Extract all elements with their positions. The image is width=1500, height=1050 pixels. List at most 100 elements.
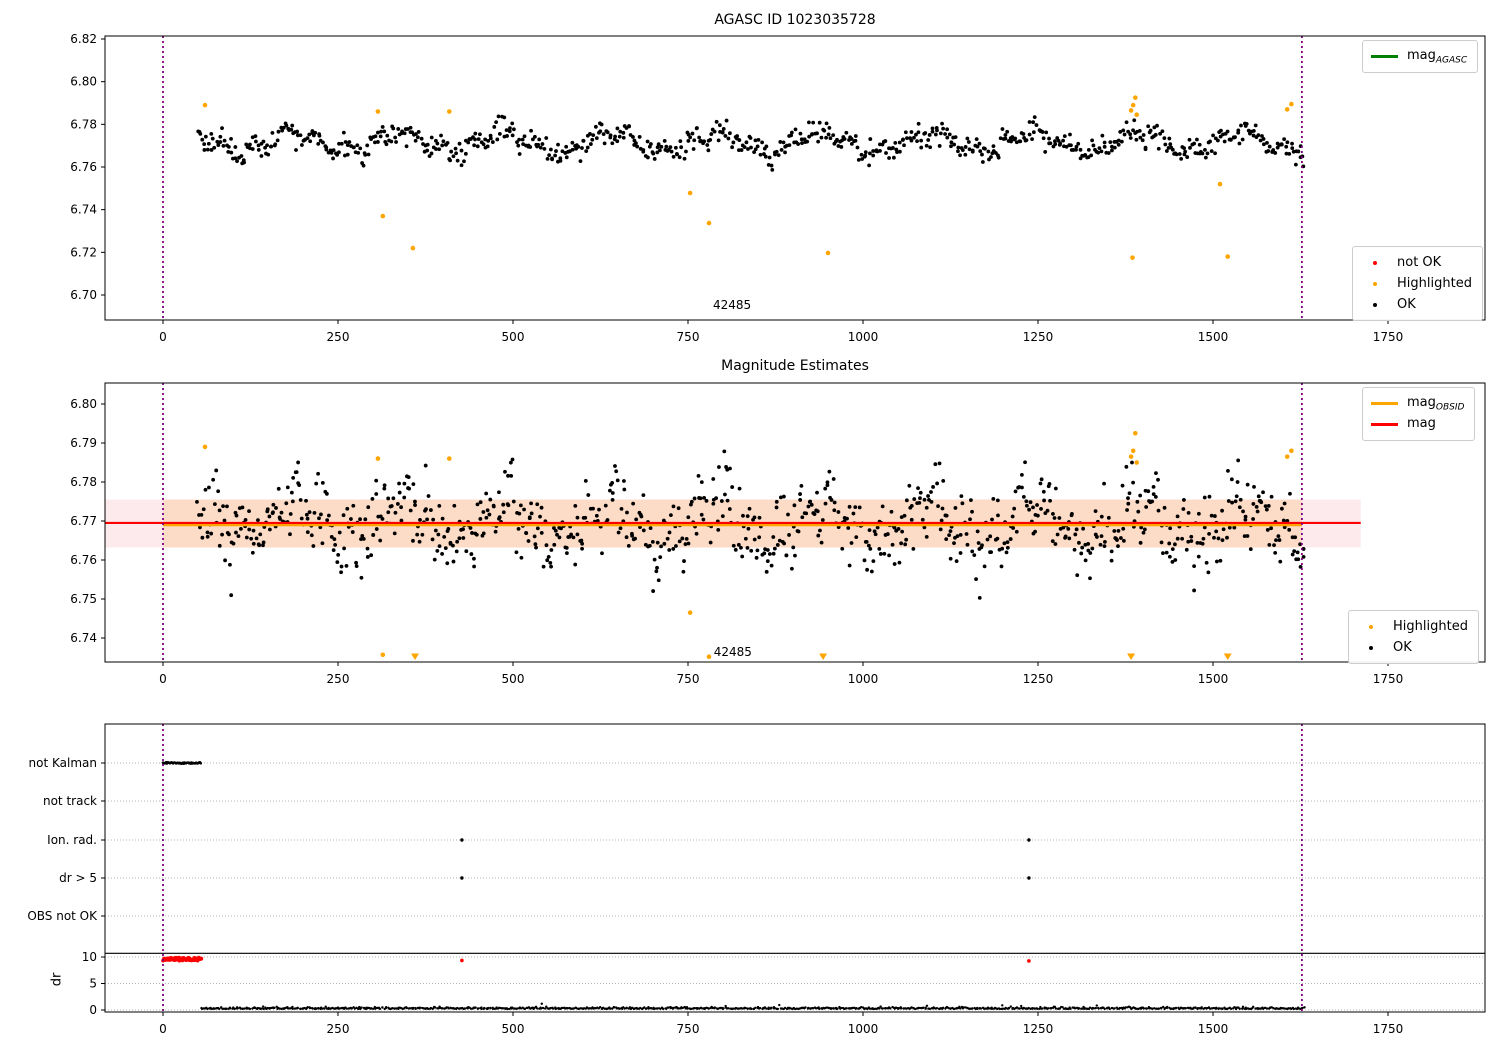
ok-point [415, 532, 420, 537]
ok-point [857, 505, 862, 510]
ok-point [774, 149, 779, 154]
ok-point [800, 515, 805, 520]
ok-point [945, 135, 950, 140]
ok-point [305, 530, 310, 534]
ok-point [781, 140, 786, 145]
ok-point [823, 501, 828, 506]
ok-point [244, 535, 249, 540]
ok-point [470, 531, 474, 535]
ok-point [916, 121, 921, 126]
ok-point [844, 130, 849, 135]
ok-point [425, 142, 430, 147]
ok-point [766, 163, 771, 167]
ok-point [549, 564, 553, 569]
ok-point [259, 154, 264, 158]
ok-point [288, 512, 293, 516]
x-tick-label: 0 [159, 672, 167, 686]
ok-point [641, 493, 646, 498]
ok-point [379, 129, 383, 134]
dr-point [299, 1007, 303, 1011]
dr-point [239, 1007, 242, 1010]
ok-point [521, 142, 526, 147]
ok-point [1075, 573, 1080, 578]
ok-point [686, 515, 691, 520]
ok-point [475, 144, 480, 149]
ok-point [671, 154, 676, 159]
ok-point [316, 471, 321, 476]
dr-point [832, 1007, 835, 1010]
ok-point [995, 498, 1000, 503]
ok-point [621, 135, 626, 140]
ok-point [679, 145, 684, 150]
ok-point [968, 517, 972, 522]
x-tick-label: 1250 [1023, 1022, 1054, 1036]
ok-point [1203, 147, 1207, 152]
ok-point [1237, 141, 1242, 146]
dr-point [967, 1007, 971, 1010]
ok-point [1062, 134, 1067, 139]
ok-point [668, 513, 673, 518]
ok-point [1099, 534, 1104, 538]
ok-point [1235, 480, 1240, 484]
dr-point [395, 1007, 398, 1010]
dr-point [1200, 1006, 1203, 1009]
ok-point [1170, 547, 1175, 552]
ok-point [1057, 516, 1062, 520]
ok-point [517, 137, 522, 142]
ok-point [217, 508, 222, 513]
dr-point [949, 1007, 952, 1011]
ok-point [1287, 527, 1292, 532]
dr-point [206, 1007, 209, 1011]
ok-point [360, 533, 365, 538]
ok-point [917, 500, 922, 505]
dr-point [793, 1007, 797, 1011]
ok-point [958, 551, 963, 555]
ok-point [792, 503, 797, 508]
dr-point [511, 1006, 514, 1009]
ok-point [304, 512, 309, 517]
ok-point [853, 134, 858, 138]
ok-point [395, 502, 400, 506]
ok-point [867, 163, 872, 168]
dr-point [412, 1006, 415, 1010]
ok-point [484, 491, 489, 496]
ok-point [532, 134, 537, 139]
ok-point [573, 562, 578, 567]
dr-point [306, 1006, 309, 1009]
ok-point [602, 141, 607, 146]
ok-point [420, 532, 425, 537]
ok-point [599, 122, 604, 127]
ok-point [1207, 494, 1212, 499]
ok-point [202, 148, 207, 152]
ok-point [966, 140, 971, 144]
dr-point [381, 1006, 384, 1009]
highlighted-point [202, 444, 208, 450]
ok-point [654, 569, 659, 574]
ok-point [234, 513, 239, 518]
ok-point [849, 137, 854, 141]
ok-point [1301, 554, 1306, 559]
ok-point [1256, 133, 1261, 138]
ok-point [764, 569, 769, 574]
ok-point [1031, 130, 1036, 135]
ok-point [1102, 144, 1107, 149]
ok-point [1096, 150, 1101, 155]
ok-point [588, 142, 593, 146]
ok-point [892, 525, 897, 530]
ok-point [823, 486, 828, 491]
ok-point [573, 503, 578, 508]
ok-point [1074, 527, 1079, 532]
ok-point [836, 144, 841, 148]
ok-point [665, 536, 670, 541]
ok-point [205, 534, 210, 539]
ok-point [902, 513, 907, 518]
ok-point [358, 146, 363, 151]
ok-point [927, 133, 932, 137]
ok-point [1212, 514, 1217, 518]
ok-point [548, 561, 553, 565]
ok-point [948, 529, 953, 534]
ok-point [461, 527, 465, 532]
ok-point [1070, 511, 1074, 516]
ok-point [944, 513, 949, 518]
ok-point [762, 551, 767, 556]
